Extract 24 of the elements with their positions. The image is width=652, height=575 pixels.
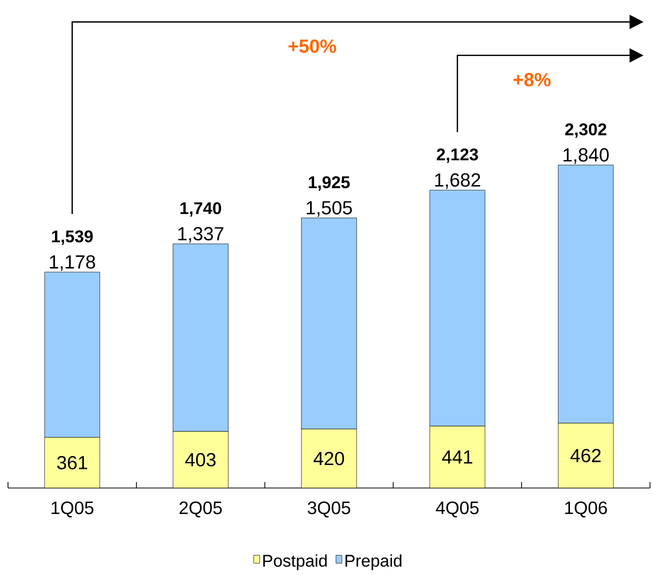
total-label: 1,539 <box>52 230 93 245</box>
total-label: 2,123 <box>436 148 478 163</box>
total-label: 1,740 <box>180 202 222 217</box>
data-label: 1,178 <box>50 255 96 271</box>
total-label: 2,302 <box>565 123 606 138</box>
data-label: 1,505 <box>306 201 352 217</box>
text: +50% <box>288 39 336 53</box>
x-tick-label: 1Q06 <box>565 501 607 518</box>
legend-label: Postpaid <box>263 554 327 570</box>
x-tick-label: 1Q05 <box>52 501 94 518</box>
data-label: 1,682 <box>435 173 480 189</box>
x-tick-label: 3Q05 <box>308 501 350 518</box>
legend-label: Prepaid <box>346 554 402 570</box>
data-label: 441 <box>442 450 472 464</box>
data-label: 462 <box>570 448 601 462</box>
x-tick-label: 2Q05 <box>180 501 222 518</box>
text: +8% <box>513 72 551 86</box>
data-label: 403 <box>185 453 216 466</box>
x-tick-label: 4Q05 <box>436 501 479 518</box>
data-label: 361 <box>57 456 88 470</box>
data-label: 1,337 <box>178 227 224 243</box>
data-label: 1,840 <box>564 148 609 164</box>
data-label: 420 <box>314 452 344 466</box>
total-label: 1,925 <box>308 176 350 191</box>
